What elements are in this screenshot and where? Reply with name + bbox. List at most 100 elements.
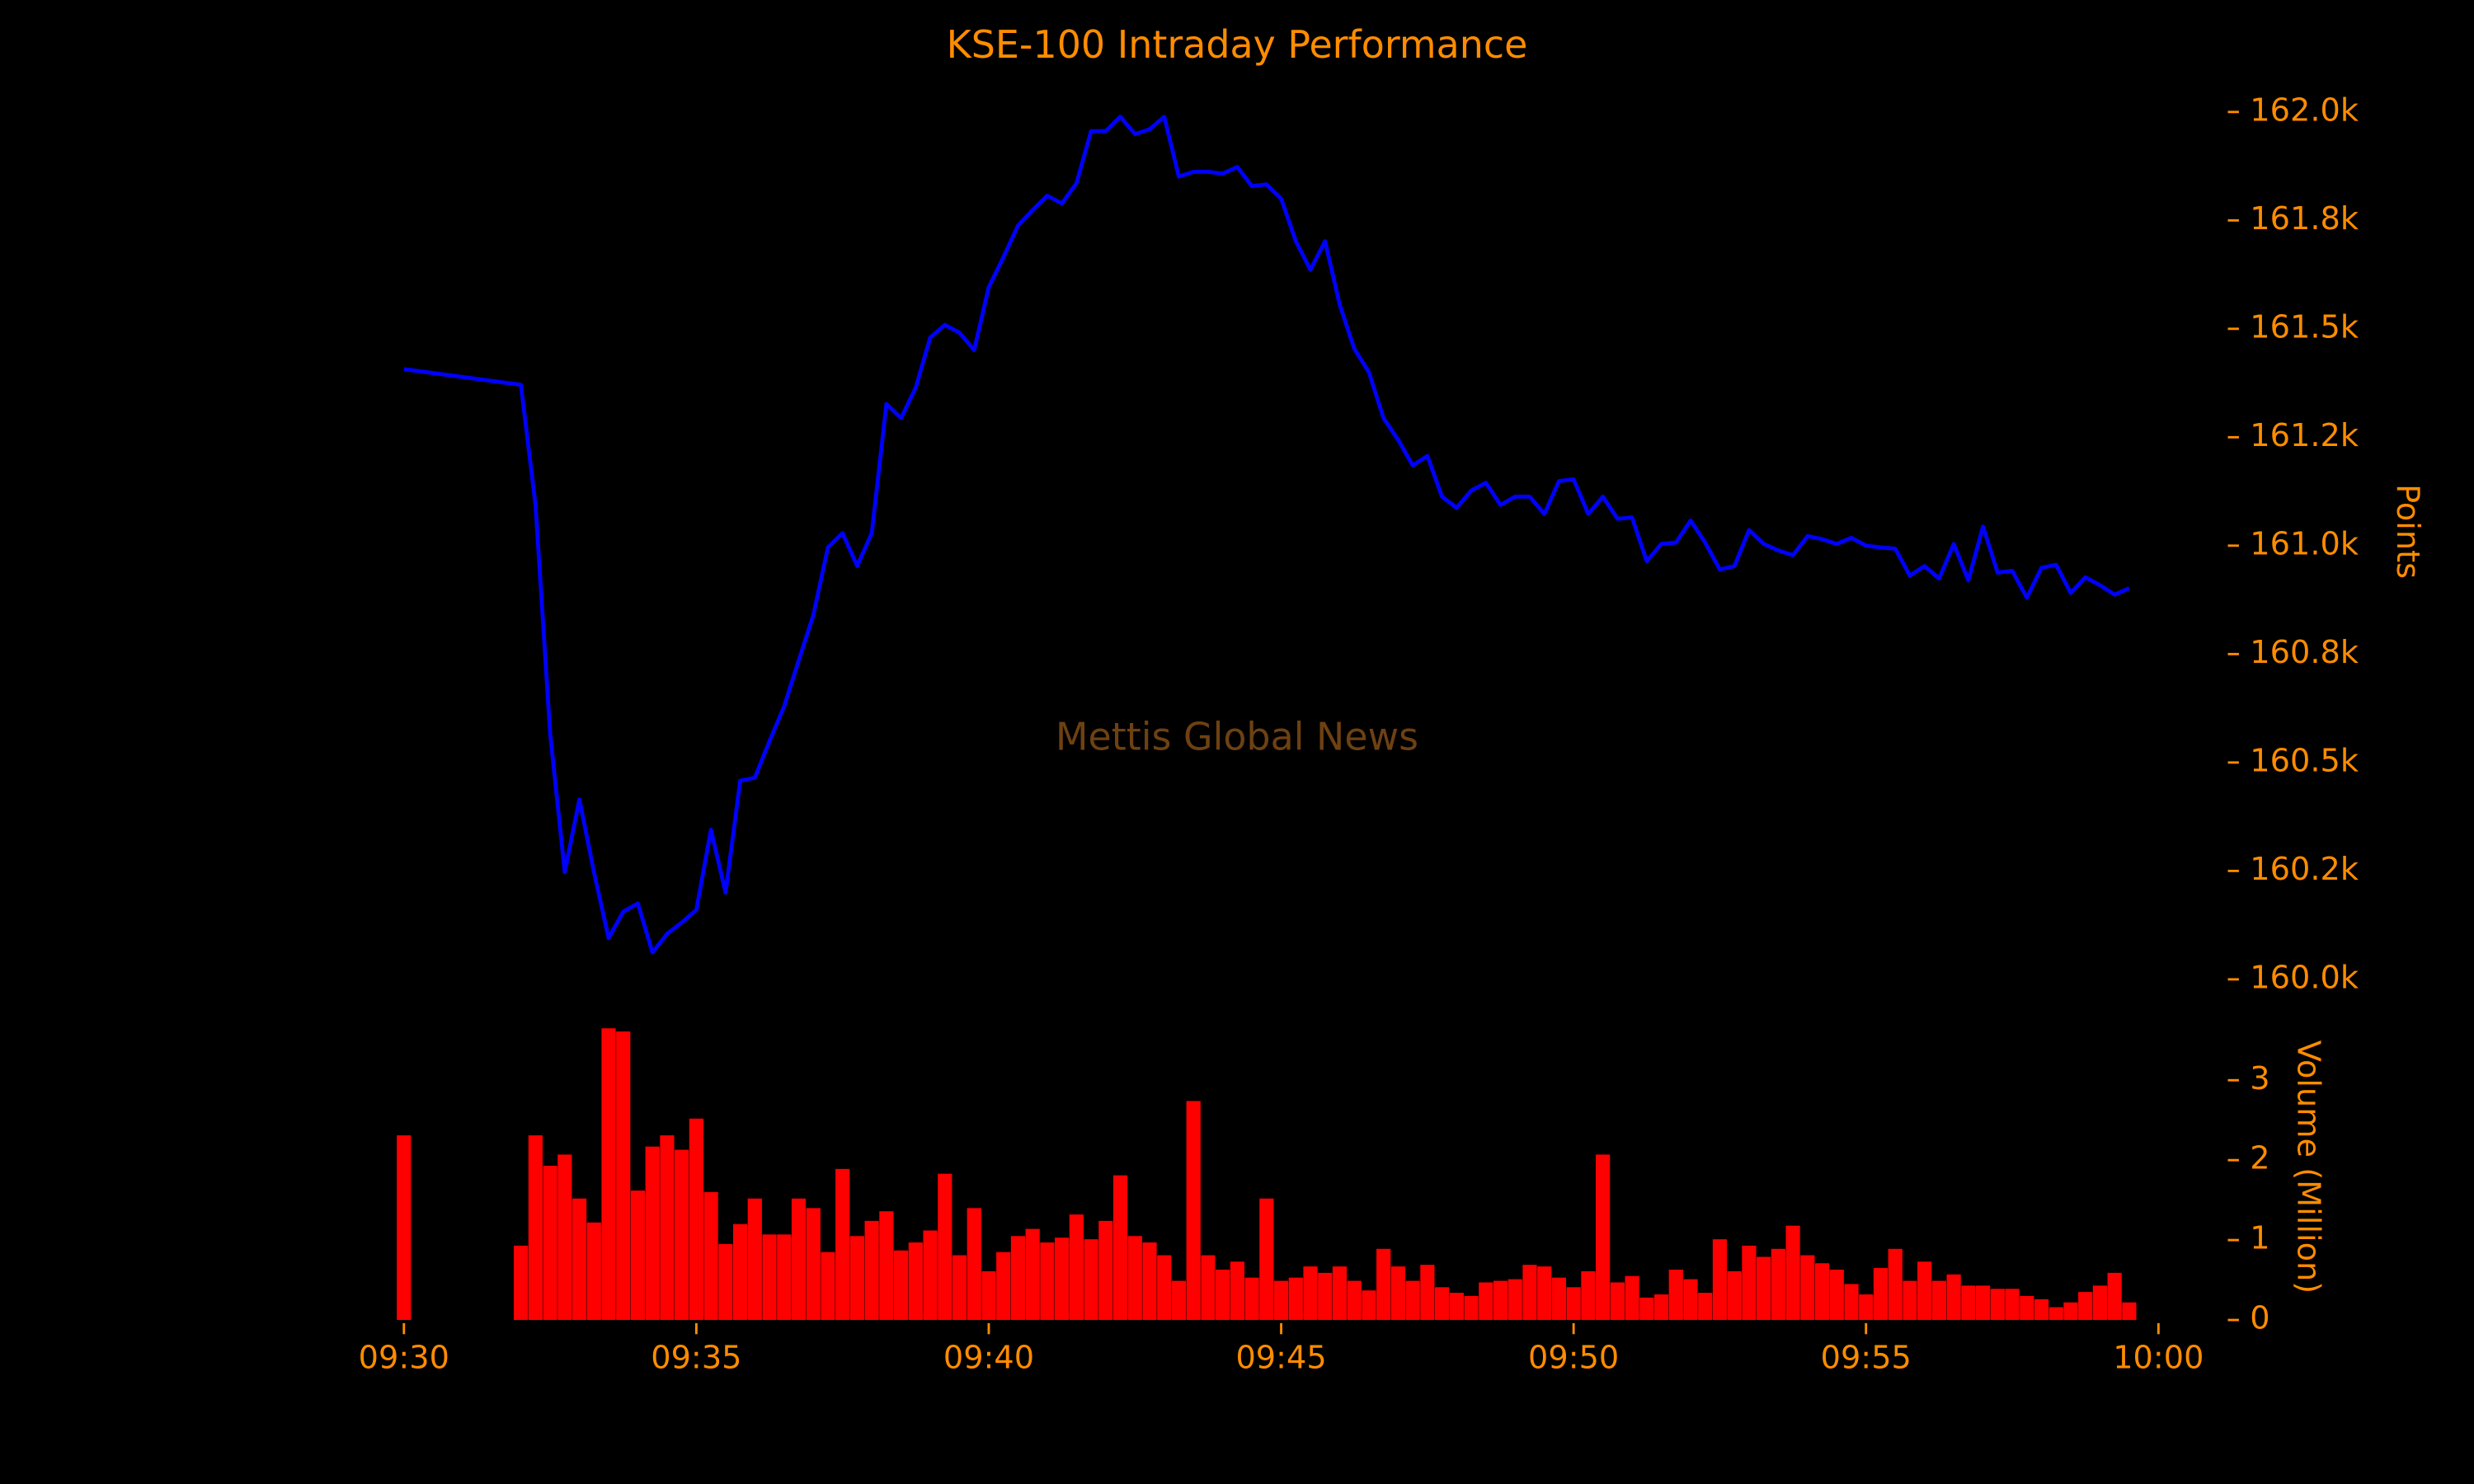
x-tick-label: 09:30 [359,1339,449,1376]
volume-bar [1683,1279,1698,1321]
volume-bar [1961,1285,1976,1321]
volume-bar [747,1198,762,1321]
y2-tick-label: 1 [2250,1220,2269,1257]
volume-bar [1537,1266,1552,1321]
volume-bar [1844,1284,1859,1321]
volume-bar [601,1028,616,1321]
volume-bar [1990,1289,2005,1321]
volume-bar [864,1220,879,1321]
volume-bar [1493,1280,1508,1321]
volume-bar [821,1252,835,1321]
volume-bar [1010,1236,1026,1321]
volume-bar [397,1135,412,1321]
volume-bar [557,1154,572,1321]
y-tick-label: 162.0k [2250,92,2359,129]
volume-bar [923,1230,938,1321]
volume-bar [1025,1228,1040,1321]
volume-bar [777,1234,792,1321]
volume-bar [806,1208,821,1321]
volume-bar [1216,1269,1230,1321]
y2-tick-label: 0 [2250,1300,2269,1337]
volume-bar [1479,1282,1493,1321]
volume-bar [1581,1270,1596,1321]
volume-bar [645,1146,660,1321]
volume-bar [1800,1255,1815,1321]
volume-bar [1946,1274,1961,1321]
volume-bar [543,1165,557,1321]
volume-bar [1507,1279,1522,1321]
volume-bar [2092,1285,2108,1321]
volume-bar [1653,1294,1669,1321]
volume-bar [2034,1298,2049,1321]
volume-bar [1201,1255,1216,1321]
volume-bar [1230,1261,1244,1321]
volume-bar [849,1236,865,1321]
volume-bar [996,1252,1011,1321]
volume-bar [1347,1280,1362,1321]
volume-bar [2063,1302,2078,1321]
x-tick-label: 09:35 [651,1339,741,1376]
volume-bar [1376,1248,1391,1321]
volume-bar [2078,1292,2093,1321]
volume-bar [1288,1277,1303,1321]
volume-bar [675,1149,689,1321]
volume-bar [762,1234,777,1321]
volume-bar [586,1222,601,1321]
y-tick-label: 160.0k [2250,959,2359,996]
volume-bar [1362,1290,1376,1321]
volume-bar [703,1191,718,1321]
volume-bar [718,1243,733,1321]
volume-bar [732,1223,748,1321]
volume-bar [1273,1280,1289,1321]
volume-bar [1318,1272,1333,1321]
volume-bar [1742,1245,1757,1321]
volume-bar [894,1250,909,1321]
volume-bar [1698,1293,1713,1321]
volume-bar [1596,1154,1611,1321]
volume-bar [981,1270,996,1321]
volume-bar [1069,1214,1084,1321]
x-tick-label: 09:40 [943,1339,1034,1376]
volume-bar [1464,1295,1479,1321]
volume-bar [1390,1266,1406,1321]
volume-bar [1888,1248,1903,1321]
volume-bar [1931,1280,1947,1321]
volume-bar [514,1245,529,1321]
y2-tick-label: 3 [2250,1060,2269,1097]
volume-bar [2020,1295,2034,1321]
volume-bar [1142,1242,1157,1321]
volume-bar [1303,1266,1318,1321]
volume-bar [2048,1307,2063,1321]
volume-bar [660,1135,675,1321]
volume-bar [1098,1220,1113,1321]
volume-bar [908,1242,923,1321]
volume-bar [952,1255,967,1321]
volume-bar [1171,1280,1187,1321]
volume-bar [1757,1256,1771,1321]
y-tick-label: 161.0k [2250,525,2359,562]
volume-bar [1112,1175,1128,1321]
x-tick-label: 10:00 [2113,1339,2204,1376]
volume-bar [1859,1294,1874,1321]
volume-bar [1244,1277,1259,1321]
volume-bar [1712,1239,1728,1321]
volume-bar [1186,1101,1201,1321]
volume-bar [1551,1277,1567,1321]
volume-bar [938,1173,952,1321]
volume-bar [1917,1261,1932,1321]
y-tick-label: 161.5k [2250,308,2359,345]
volume-bar [1259,1198,1274,1321]
volume-bar [1566,1287,1581,1321]
volume-bar [1449,1293,1464,1321]
y-axis-label: Points [2389,484,2426,579]
volume-bar [791,1198,807,1321]
volume-bar [2107,1272,2122,1321]
volume-bar [1903,1280,1917,1321]
volume-bar [1814,1263,1830,1321]
volume-bar [1639,1297,1654,1321]
price-line [403,115,2130,955]
volume-bar [967,1208,981,1321]
